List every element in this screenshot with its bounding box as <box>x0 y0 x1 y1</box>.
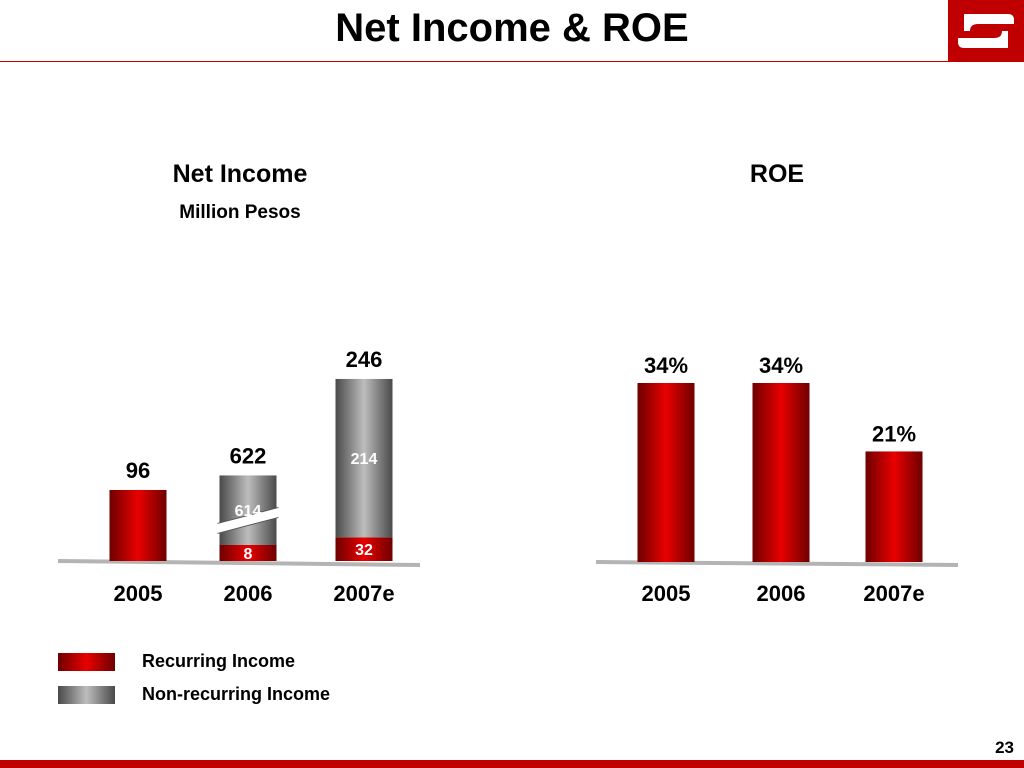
net-income-chart-title: Net Income <box>172 160 308 188</box>
legend-swatch-recurring <box>58 653 115 671</box>
page-number: 23 <box>995 738 1014 757</box>
footer-rule <box>0 760 1024 768</box>
legend-swatch-nonrecurring <box>58 686 115 704</box>
total-label-2006: 622 <box>230 443 267 468</box>
roe-chart-title: ROE <box>749 160 805 188</box>
bar-recurring-2005 <box>109 489 167 561</box>
x-tick-label-2007e: 2007e <box>333 581 394 606</box>
x-tick-label-2005: 2005 <box>114 581 163 606</box>
legend-label-recurring: Recurring Income <box>142 651 296 671</box>
bar-recurring-2006 <box>219 545 277 561</box>
title-rule <box>0 61 948 62</box>
segment-label-recurring-2006: 8 <box>244 546 253 563</box>
legend-label-nonrecurring: Non-recurring Income <box>142 684 331 704</box>
segment-label-nonrecurring-2007e: 214 <box>351 451 378 468</box>
total-label-2007e: 246 <box>346 347 383 372</box>
axis-break-line-upper <box>217 506 279 524</box>
banorte-logo-icon <box>948 0 1024 62</box>
total-label-2005: 96 <box>126 458 150 483</box>
segment-label-recurring-2007e: 32 <box>355 542 373 559</box>
axis-break-mark <box>217 507 279 534</box>
x-tick-label-2006: 2006 <box>224 581 273 606</box>
net-income-chart-subtitle: Million Pesos <box>179 202 301 223</box>
bar-recurring-2007e <box>335 537 393 561</box>
slide-title: Net Income & ROE <box>335 6 689 50</box>
segment-label-nonrecurring-2006: 614 <box>235 503 262 520</box>
bar-nonrecurring-2007e <box>335 378 393 538</box>
axis-break-line-lower <box>217 516 279 534</box>
